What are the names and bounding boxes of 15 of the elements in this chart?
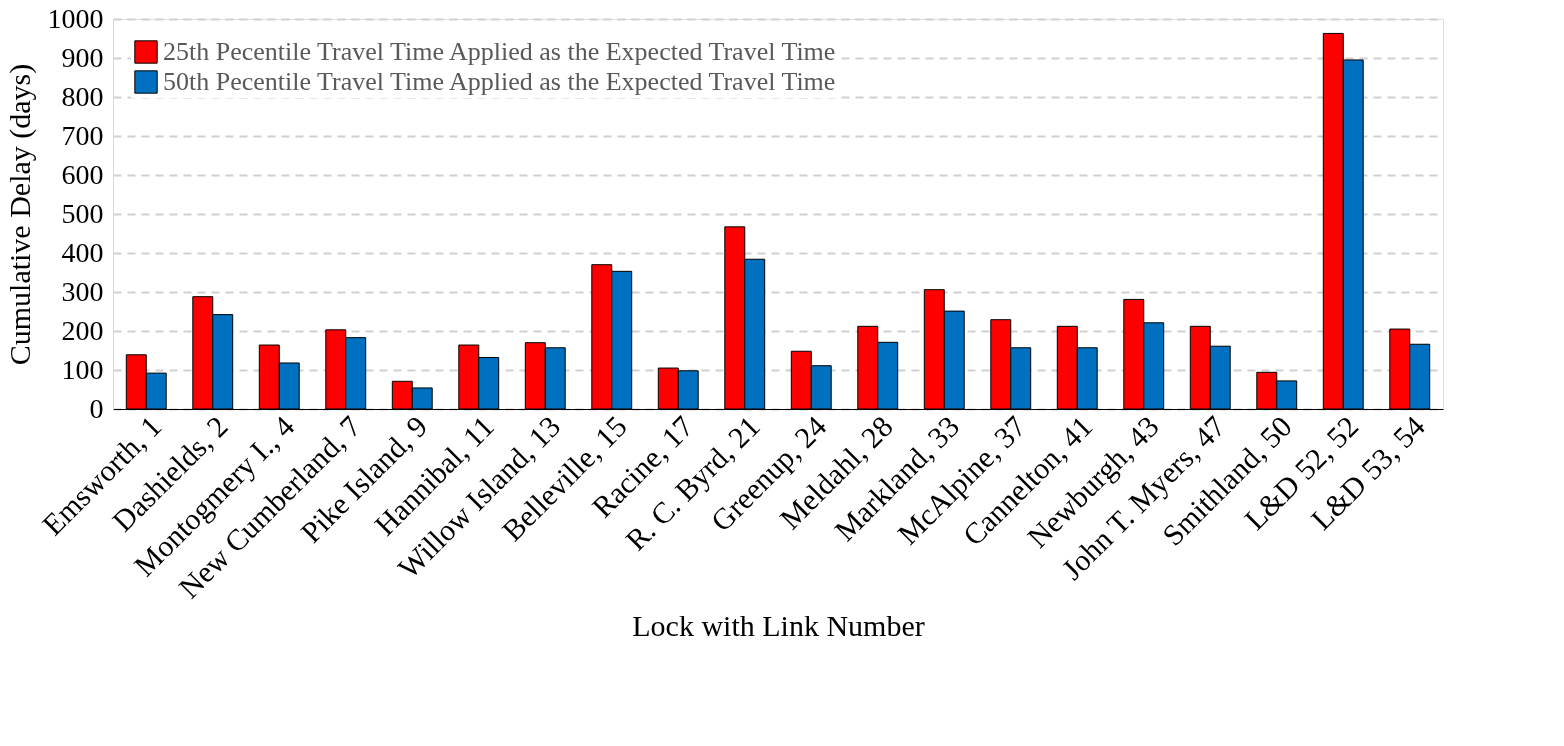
- y-tick-label: 600: [61, 158, 104, 190]
- y-tick-label: 500: [61, 197, 104, 229]
- y-tick-label: 200: [61, 314, 104, 346]
- y-tick-label: 900: [61, 41, 104, 73]
- y-tick-label: 300: [61, 275, 104, 307]
- x-axis-title: Lock with Link Number: [632, 609, 925, 643]
- legend-label: 50th Pecentile Travel Time Applied as the Expected Travel Time: [163, 67, 836, 96]
- y-tick-label: 100: [61, 353, 104, 385]
- y-axis-title: Cumulative Delay (days): [2, 63, 37, 366]
- y-tick-label: 400: [61, 236, 104, 268]
- y-tick-label: 0: [89, 392, 104, 424]
- y-tick-label: 800: [61, 80, 104, 112]
- y-tick-label: 1000: [47, 2, 104, 34]
- y-tick-label: 700: [61, 119, 104, 151]
- legend-label: 25th Pecentile Travel Time Applied as the Expected Travel Time: [163, 37, 836, 66]
